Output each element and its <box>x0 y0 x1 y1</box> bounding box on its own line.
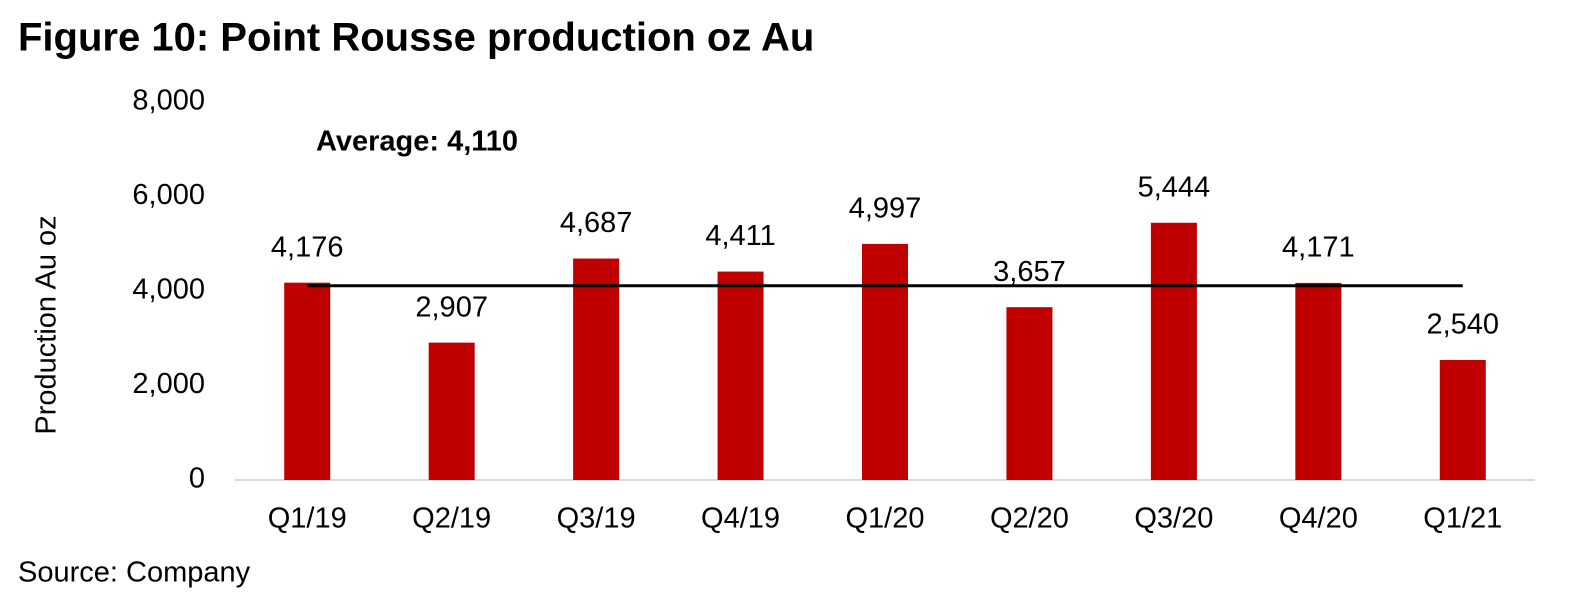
bar <box>1439 359 1486 480</box>
bar <box>862 243 908 480</box>
data-label: 2,540 <box>1426 309 1499 341</box>
source-note: Source: Company <box>18 557 251 589</box>
y-tick-label: 0 <box>189 463 205 495</box>
y-tick-label: 4,000 <box>132 274 205 306</box>
data-label: 3,657 <box>993 256 1066 288</box>
x-tick-label: Q1/20 <box>846 503 925 535</box>
data-label: 4,997 <box>849 193 922 225</box>
x-tick-label: Q4/19 <box>701 503 780 535</box>
y-tick-label: 8,000 <box>132 85 205 117</box>
bar <box>1006 307 1053 480</box>
y-axis-label: Production Au oz <box>31 215 63 434</box>
x-tick-label: Q2/19 <box>412 503 491 535</box>
data-label: 5,444 <box>1138 171 1211 203</box>
y-tick-label: 6,000 <box>132 179 205 211</box>
x-tick-label: Q3/20 <box>1134 503 1213 535</box>
bar <box>573 258 620 480</box>
y-tick-label: 2,000 <box>132 368 205 400</box>
average-label: Average: 4,110 <box>316 126 518 158</box>
bar <box>428 342 475 480</box>
chart-title: Figure 10: Point Rousse production oz Au <box>18 16 814 60</box>
x-tick-label: Q3/19 <box>557 503 636 535</box>
x-tick-label: Q4/20 <box>1279 503 1358 535</box>
data-label: 2,907 <box>415 291 488 323</box>
bar <box>717 271 764 480</box>
data-label: 4,171 <box>1282 232 1355 264</box>
x-tick-label: Q2/20 <box>990 503 1069 535</box>
bar <box>1150 222 1197 480</box>
data-label: 4,687 <box>560 207 633 239</box>
bar <box>1295 282 1342 480</box>
data-label: 4,176 <box>271 231 344 263</box>
x-tick-label: Q1/19 <box>268 503 347 535</box>
x-tick-label: Q1/21 <box>1423 503 1502 535</box>
bar <box>284 282 331 480</box>
data-label: 4,411 <box>705 220 775 252</box>
